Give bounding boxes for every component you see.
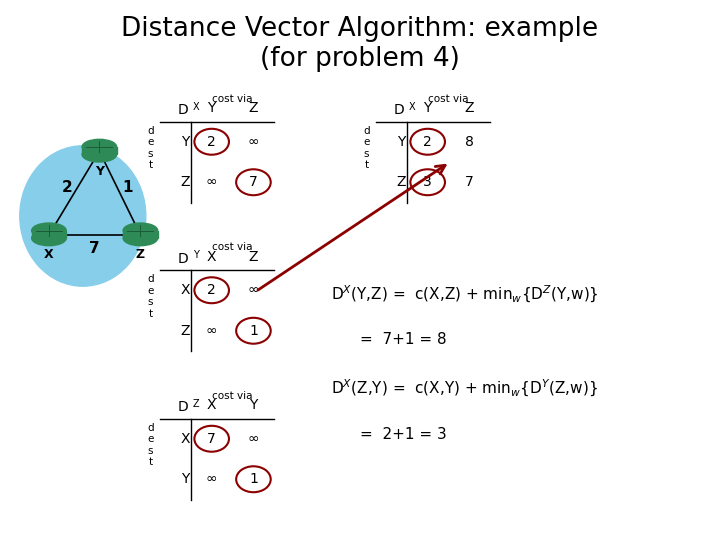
- Ellipse shape: [123, 231, 158, 246]
- Ellipse shape: [32, 231, 66, 246]
- Text: Z: Z: [396, 176, 406, 189]
- Text: 7: 7: [207, 432, 216, 445]
- Text: ∞: ∞: [206, 176, 217, 189]
- Text: 8: 8: [465, 135, 474, 148]
- Text: 3: 3: [423, 176, 432, 189]
- FancyBboxPatch shape: [82, 147, 117, 154]
- Text: Z: Z: [248, 249, 258, 264]
- Text: D: D: [177, 103, 188, 117]
- Text: Z: Z: [193, 399, 199, 409]
- Text: ∞: ∞: [206, 472, 217, 486]
- FancyBboxPatch shape: [32, 231, 66, 238]
- Text: X: X: [44, 248, 54, 261]
- Text: Y: Y: [95, 165, 104, 178]
- Text: 2: 2: [423, 135, 432, 148]
- Text: d: d: [147, 274, 154, 284]
- Text: Y: Y: [181, 135, 189, 148]
- Text: X: X: [207, 249, 217, 264]
- Text: ∞: ∞: [248, 284, 259, 297]
- Text: Y: Y: [207, 101, 216, 115]
- Text: Z: Z: [136, 248, 145, 261]
- Text: X: X: [180, 284, 190, 297]
- Text: s: s: [364, 148, 369, 159]
- Text: cost via: cost via: [212, 93, 253, 104]
- Ellipse shape: [82, 147, 117, 162]
- Text: X: X: [193, 102, 199, 112]
- Ellipse shape: [32, 223, 66, 238]
- Text: 1: 1: [122, 180, 132, 195]
- Text: 1: 1: [249, 324, 258, 338]
- Text: 7: 7: [89, 241, 100, 256]
- Text: =  2+1 = 3: = 2+1 = 3: [360, 427, 446, 442]
- Text: X: X: [180, 432, 190, 445]
- Text: =  7+1 = 8: = 7+1 = 8: [360, 332, 446, 347]
- Text: cost via: cost via: [212, 390, 253, 401]
- Text: 7: 7: [465, 176, 474, 189]
- Text: 1: 1: [249, 472, 258, 486]
- Text: D$^X$(Z,Y) =  c(X,Y) + min$_w${D$^Y$(Z,w)}: D$^X$(Z,Y) = c(X,Y) + min$_w${D$^Y$(Z,w)…: [331, 378, 598, 399]
- Text: D: D: [177, 400, 188, 414]
- Text: t: t: [148, 457, 153, 467]
- Text: 2: 2: [62, 180, 72, 195]
- Text: d: d: [363, 125, 370, 136]
- Text: 2: 2: [207, 284, 216, 297]
- Text: D$^X$(Y,Z) =  c(X,Z) + min$_w${D$^Z$(Y,w)}: D$^X$(Y,Z) = c(X,Z) + min$_w${D$^Z$(Y,w)…: [331, 284, 599, 305]
- Text: 2: 2: [207, 135, 216, 148]
- Text: s: s: [148, 446, 153, 456]
- Text: e: e: [148, 286, 153, 295]
- Text: Distance Vector Algorithm: example
(for problem 4): Distance Vector Algorithm: example (for …: [122, 16, 598, 72]
- Text: 7: 7: [249, 176, 258, 189]
- Text: Y: Y: [423, 101, 432, 115]
- Text: Y: Y: [249, 398, 258, 412]
- Ellipse shape: [123, 223, 158, 238]
- Text: e: e: [364, 137, 369, 147]
- Text: ∞: ∞: [248, 432, 259, 445]
- Text: X: X: [409, 102, 415, 112]
- Text: Z: Z: [180, 324, 190, 338]
- Text: D: D: [177, 252, 188, 266]
- Text: cost via: cost via: [212, 242, 253, 252]
- Text: e: e: [148, 137, 153, 147]
- Text: ∞: ∞: [248, 135, 259, 148]
- Text: ∞: ∞: [206, 324, 217, 338]
- Text: X: X: [207, 398, 217, 412]
- Text: Z: Z: [248, 101, 258, 115]
- Text: Y: Y: [193, 250, 199, 260]
- Text: cost via: cost via: [428, 93, 469, 104]
- Text: t: t: [364, 160, 369, 170]
- Text: Y: Y: [181, 472, 189, 486]
- Text: Y: Y: [397, 135, 405, 148]
- Text: d: d: [147, 422, 154, 433]
- Text: s: s: [148, 297, 153, 307]
- FancyBboxPatch shape: [123, 231, 158, 238]
- Text: d: d: [147, 125, 154, 136]
- Text: Z: Z: [180, 176, 190, 189]
- Text: s: s: [148, 148, 153, 159]
- Text: Z: Z: [464, 101, 474, 115]
- Text: t: t: [148, 160, 153, 170]
- Text: D: D: [393, 103, 404, 117]
- Text: e: e: [148, 434, 153, 444]
- Text: t: t: [148, 309, 153, 319]
- Ellipse shape: [82, 139, 117, 154]
- Ellipse shape: [20, 146, 145, 286]
